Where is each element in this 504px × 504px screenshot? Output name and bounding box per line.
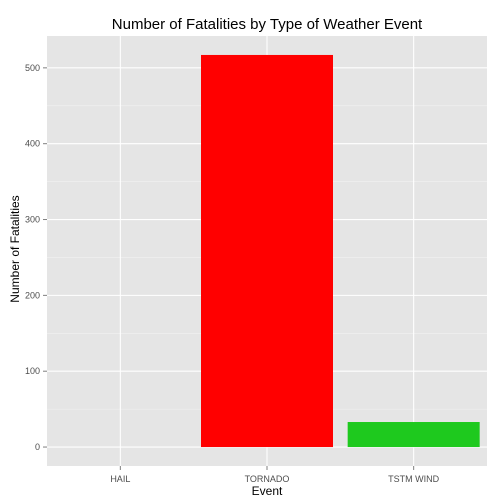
bars bbox=[201, 54, 480, 448]
y-axis-title: Number of Fatalities bbox=[8, 195, 22, 302]
bar-tornado bbox=[201, 54, 333, 448]
x-tick-label: TSTM WIND bbox=[388, 474, 439, 484]
y-tick-label: 0 bbox=[35, 442, 40, 452]
chart-title: Number of Fatalities by Type of Weather … bbox=[112, 16, 423, 33]
y-tick-label: 400 bbox=[25, 139, 40, 149]
y-tick-label: 200 bbox=[25, 290, 40, 300]
x-tick-label: TORNADO bbox=[245, 474, 290, 484]
y-axis-ticks: 0 100 200 300 400 500 bbox=[25, 63, 47, 452]
x-tick-label: HAIL bbox=[110, 474, 130, 484]
y-tick-label: 500 bbox=[25, 63, 40, 73]
y-tick-label: 100 bbox=[25, 366, 40, 376]
y-tick-label: 300 bbox=[25, 215, 40, 225]
x-axis-title: Event bbox=[252, 484, 283, 498]
x-axis-ticks: HAIL TORNADO TSTM WIND bbox=[110, 466, 440, 484]
bar-tstm-wind bbox=[347, 422, 480, 448]
